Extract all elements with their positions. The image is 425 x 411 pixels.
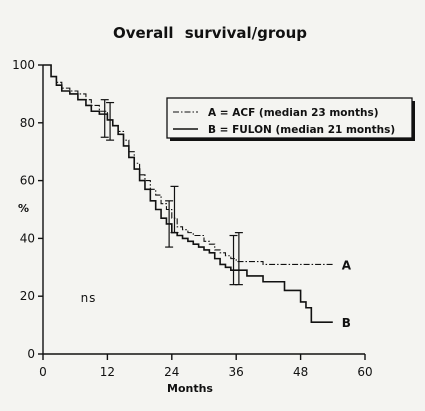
x-tick-label: 36 bbox=[229, 365, 244, 379]
series-line-a bbox=[43, 64, 333, 265]
legend-shadow-right bbox=[412, 101, 415, 141]
x-tick-label: 24 bbox=[164, 365, 179, 379]
series-end-label-b: B bbox=[342, 316, 351, 330]
series-end-label-a: A bbox=[342, 258, 352, 272]
x-tick-label: 0 bbox=[39, 365, 47, 379]
legend-box bbox=[166, 97, 413, 139]
y-tick-label: 0 bbox=[27, 347, 35, 361]
x-axis-label: Months bbox=[167, 382, 213, 395]
legend: A = ACF (median 23 months) B = FULON (me… bbox=[166, 97, 415, 141]
x-tick-label: 48 bbox=[293, 365, 308, 379]
plot-area: 0 20 40 60 80 100 0 12 24 36 48 60 A Bns bbox=[12, 58, 373, 379]
chart-title: Overall survival/group bbox=[113, 24, 307, 42]
annotation-significance: ns bbox=[81, 291, 97, 305]
y-tick-label: 80 bbox=[20, 116, 35, 130]
y-tick-label: 20 bbox=[20, 289, 35, 303]
y-tick-label: 60 bbox=[20, 174, 35, 188]
x-tick-label: 60 bbox=[357, 365, 372, 379]
y-tick-label: 100 bbox=[12, 58, 35, 72]
y-axis-label: % bbox=[18, 202, 29, 215]
series-line-b bbox=[43, 64, 333, 324]
legend-label-a: A = ACF (median 23 months) bbox=[208, 107, 379, 119]
legend-label-b: B = FULON (median 21 months) bbox=[208, 124, 395, 136]
legend-shadow-bottom bbox=[170, 138, 415, 141]
x-tick-label: 12 bbox=[100, 365, 115, 379]
y-tick-label: 40 bbox=[20, 231, 35, 245]
